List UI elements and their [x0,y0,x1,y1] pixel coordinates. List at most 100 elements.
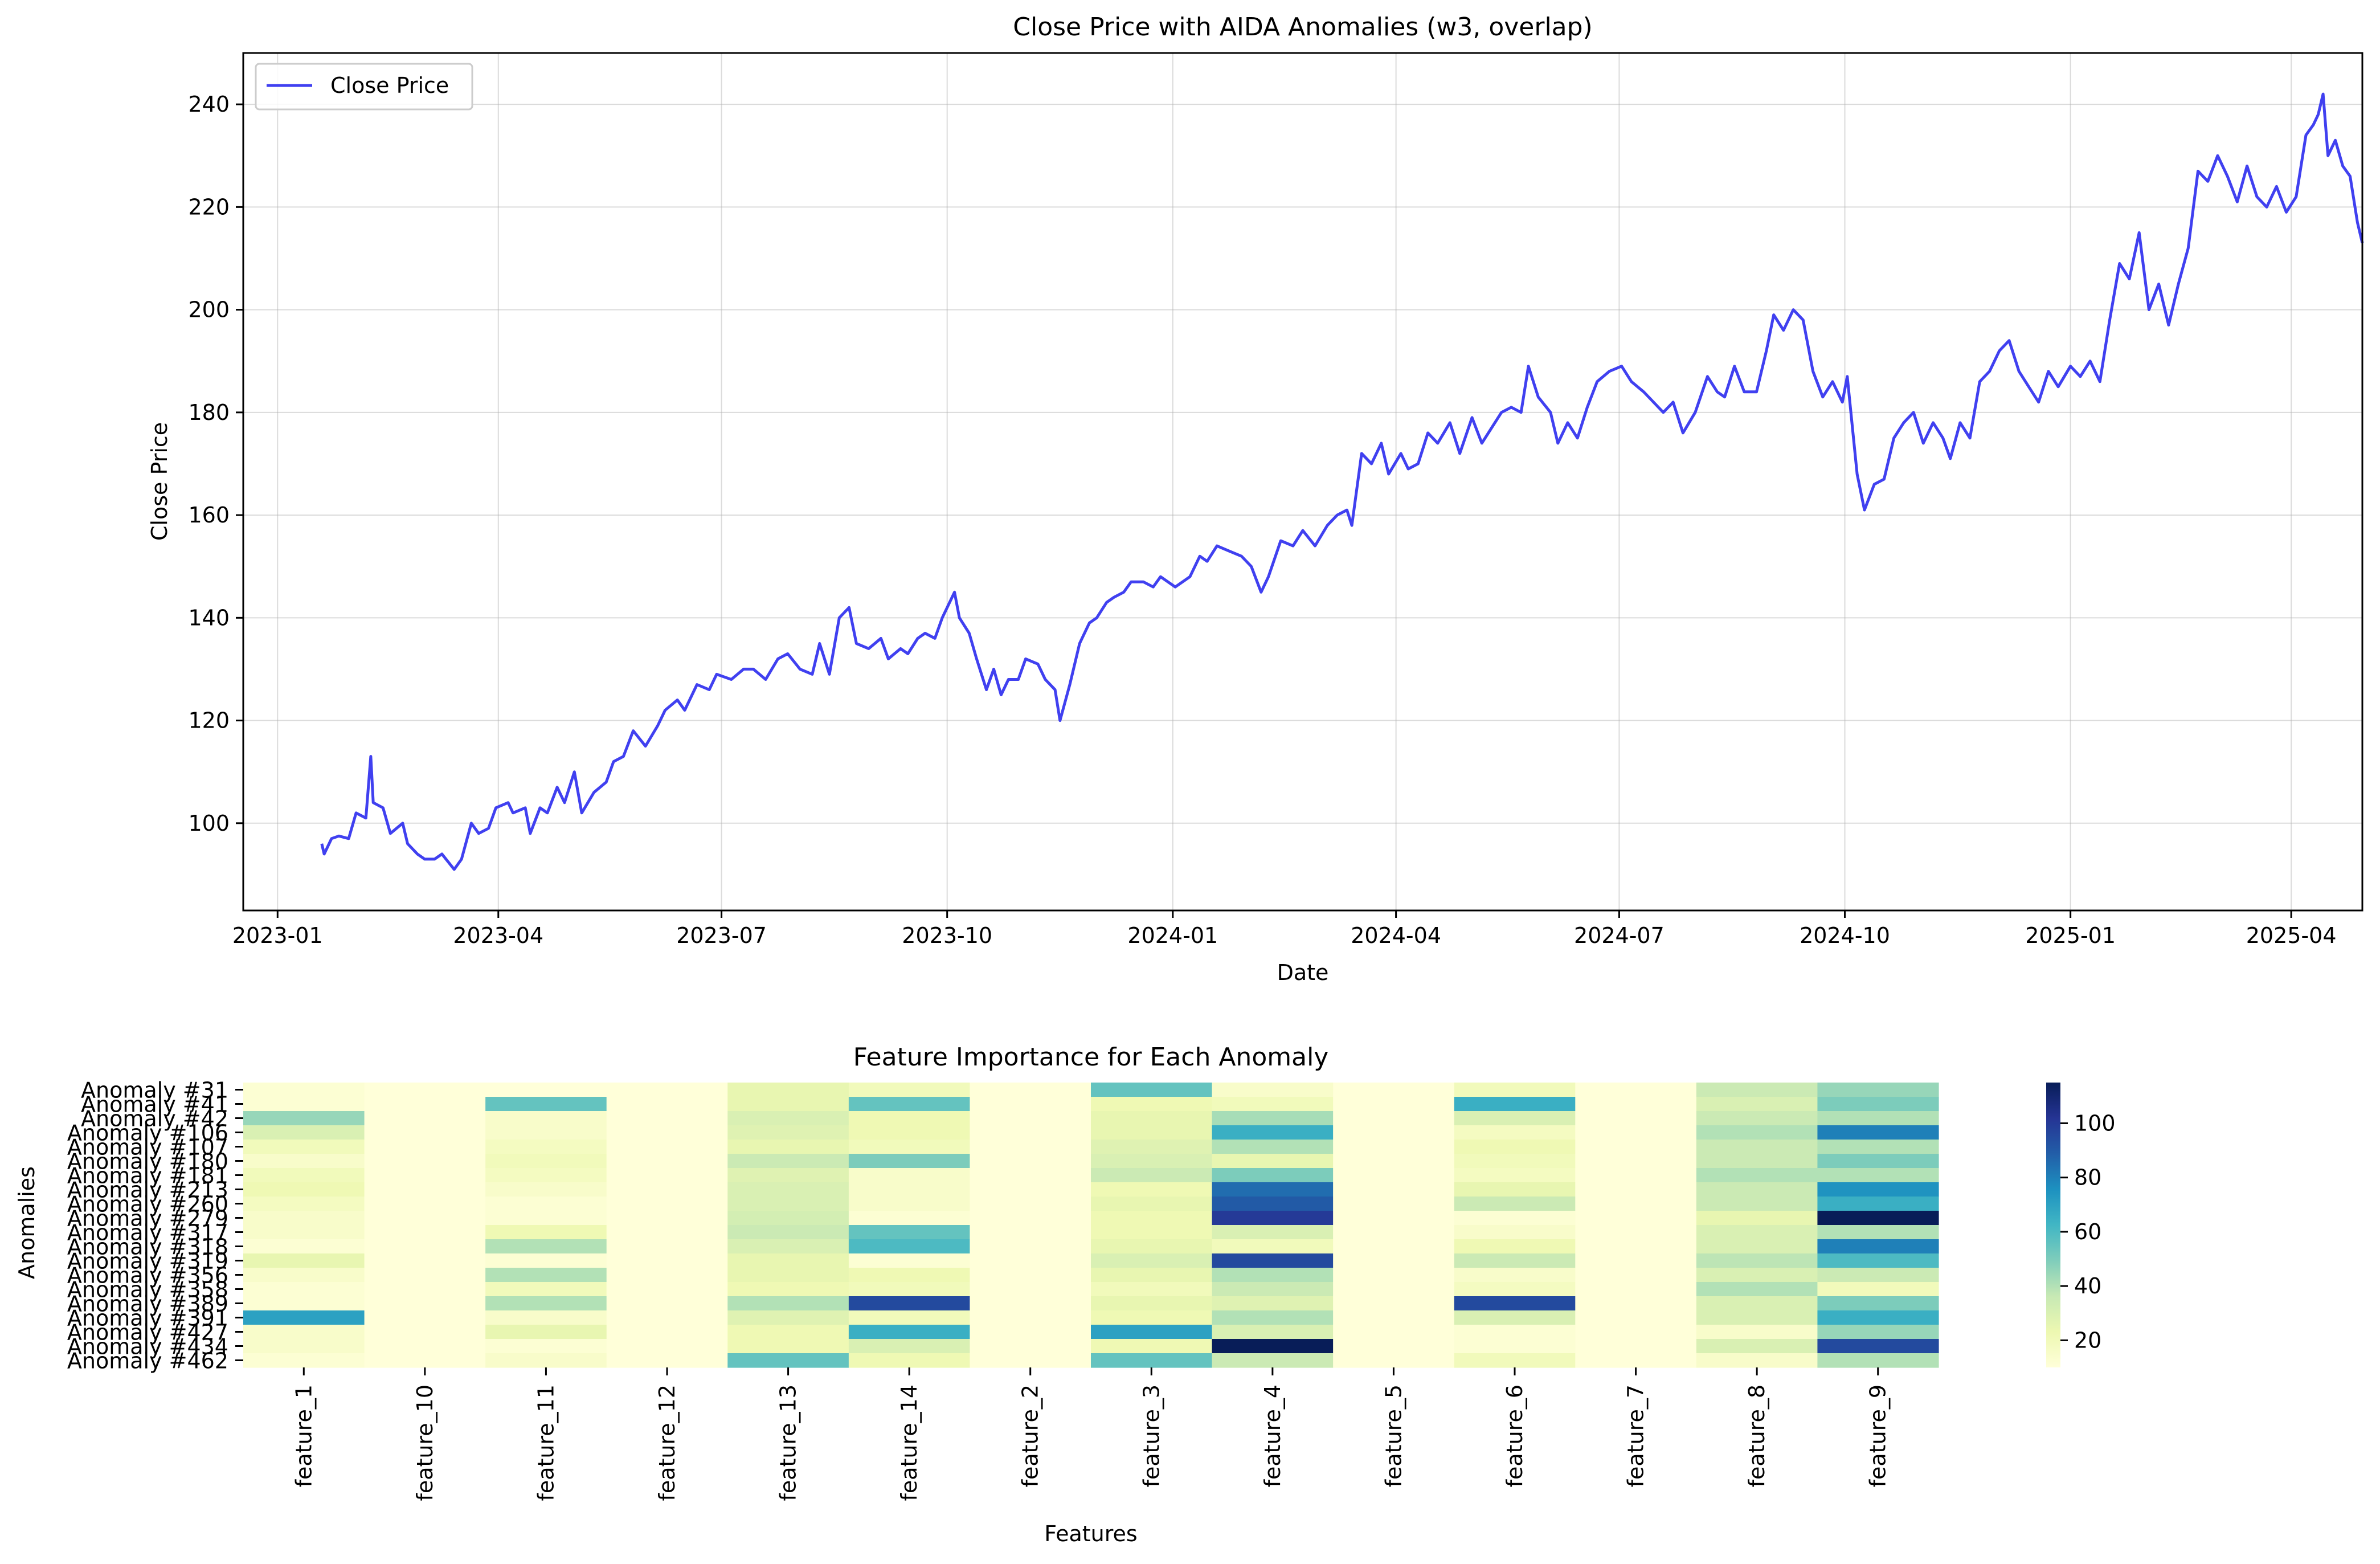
colorbar-tick-label: 60 [2074,1219,2101,1244]
heatmap-cell [1817,1197,1939,1211]
heatmap-cell [485,1211,607,1226]
heatmap-cell [1454,1168,1576,1183]
heatmap-cell [1333,1282,1455,1297]
heatmap-cell [1696,1353,1818,1368]
heatmap-cell [1091,1268,1213,1283]
heatmap-cell [727,1097,849,1112]
heatmap-cell [1333,1325,1455,1340]
heatmap-cell [364,1211,486,1226]
heatmap-cell [1333,1239,1455,1254]
heatmap-cell [1212,1268,1334,1283]
heatmap-cell [1091,1310,1213,1325]
heatmap-cell [243,1111,365,1126]
legend-label: Close Price [330,73,449,98]
heatmap-cell [1575,1239,1697,1254]
heatmap-cell [1817,1339,1939,1354]
heatmap-cell [1696,1140,1818,1154]
line-y-axis-ticks: 100 120 140 160 180 200 220 240 [188,92,243,836]
heatmap-cell [485,1154,607,1169]
heatmap-cell [970,1282,1091,1297]
line-plot-frame [242,52,2363,912]
heatmap-cell [606,1140,728,1154]
heatmap-cell [1091,1154,1213,1169]
heatmap-cell [1333,1125,1455,1140]
heatmap-cell [243,1140,365,1154]
heatmap-cell [970,1253,1091,1268]
heatmap-cell [848,1154,971,1169]
line-x-tick-label: 2025-04 [2246,923,2337,948]
heatmap-y-axis-label: Anomalies [14,1166,39,1279]
heatmap-cell [1575,1296,1697,1311]
heatmap-row-label: Anomaly #319 [67,1249,228,1274]
heatmap-row-label: Anomaly #260 [67,1192,228,1217]
line-chart-title: Close Price with AIDA Anomalies (w3, ove… [1013,13,1592,42]
heatmap-column-label: feature_9 [1866,1385,1891,1487]
heatmap-cell [1212,1154,1334,1169]
heatmap-cell [1696,1182,1818,1197]
heatmap-cell [364,1253,486,1268]
heatmap-cell [970,1310,1091,1325]
line-x-tick-label: 2024-01 [1127,923,1218,948]
heatmap-cell [1091,1339,1213,1354]
heatmap-cell [1696,1111,1818,1126]
heatmap-cell [606,1097,728,1112]
heatmap-cell [970,1111,1091,1126]
heatmap-cell [1333,1083,1455,1097]
heatmap-cell [606,1268,728,1283]
heatmap-cell [1696,1325,1818,1340]
heatmap-cell [1454,1197,1576,1211]
heatmap-cell [1333,1182,1455,1197]
heatmap-cell [1696,1168,1818,1183]
heatmap-cell [727,1125,849,1140]
heatmap-cell [727,1168,849,1183]
heatmap-cell [1817,1097,1939,1112]
heatmap-cell [364,1125,486,1140]
heatmap-row-label: Anomaly #106 [67,1121,228,1146]
heatmap-cell [848,1111,971,1126]
heatmap-cell [243,1168,365,1183]
heatmap-cell [1817,1083,1939,1097]
heatmap-cell [970,1239,1091,1254]
heatmap-cell [485,1111,607,1126]
heatmap-cell [1333,1225,1455,1240]
heatmap-cell [848,1197,971,1211]
heatmap-cell [1333,1197,1455,1211]
heatmap-cell [1333,1339,1455,1354]
heatmap-cell [1091,1168,1213,1183]
heatmap-cell [1091,1182,1213,1197]
line-x-tick-label: 2023-04 [453,923,543,948]
line-y-tick-label: 140 [188,605,230,630]
heatmap-column-label: feature_13 [776,1385,801,1501]
heatmap-cell [727,1182,849,1197]
heatmap-cell [485,1225,607,1240]
heatmap-cell [1575,1154,1697,1169]
heatmap-cell [1212,1211,1334,1226]
heatmap-cell [1696,1268,1818,1283]
heatmap-cell [1212,1168,1334,1183]
heatmap-cell [1575,1182,1697,1197]
heatmap-title: Feature Importance for Each Anomaly [853,1043,1329,1072]
heatmap-cell [1454,1097,1576,1112]
heatmap-cell [1091,1239,1213,1254]
heatmap-row-label: Anomaly #181 [67,1163,228,1189]
heatmap-cell [1696,1154,1818,1169]
heatmap-cell [1212,1353,1334,1368]
heatmap-column-label: feature_7 [1624,1385,1649,1487]
line-grid [243,53,2362,910]
legend-box [255,63,473,111]
heatmap-cell [848,1125,971,1140]
heatmap-cell [1575,1325,1697,1340]
heatmap-cell [1212,1325,1334,1340]
line-x-tick-label: 2023-01 [232,923,323,948]
heatmap-cell [485,1353,607,1368]
heatmap-row-label: Anomaly #391 [67,1306,228,1331]
heatmap-cell [848,1182,971,1197]
line-x-tick-label: 2024-07 [1574,923,1665,948]
heatmap-column-labels: feature_1 feature_10 feature_11 feature_12 f… [291,1367,1891,1501]
heatmap-cell [970,1268,1091,1283]
heatmap-cell [1575,1339,1697,1354]
heatmap-cell [970,1083,1091,1097]
heatmap-cell [1817,1325,1939,1340]
heatmap-cell [1091,1125,1213,1140]
heatmap-cell [1817,1111,1939,1126]
